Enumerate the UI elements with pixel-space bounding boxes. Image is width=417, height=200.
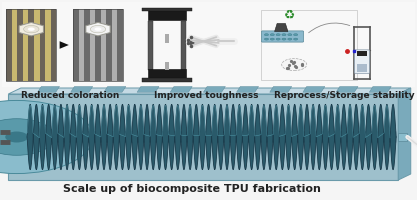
Bar xyxy=(6,9,12,81)
Circle shape xyxy=(270,34,274,36)
Circle shape xyxy=(282,59,307,71)
Circle shape xyxy=(276,34,280,36)
Circle shape xyxy=(288,34,292,36)
Bar xyxy=(23,9,28,81)
Polygon shape xyxy=(137,86,159,92)
Bar xyxy=(112,9,118,81)
Text: ♻: ♻ xyxy=(284,8,295,21)
Polygon shape xyxy=(274,23,288,31)
Circle shape xyxy=(264,34,269,36)
Bar xyxy=(357,51,367,56)
Polygon shape xyxy=(71,86,93,92)
Bar xyxy=(106,9,112,81)
Polygon shape xyxy=(303,86,325,92)
Circle shape xyxy=(276,38,280,40)
Text: Reduced coloration: Reduced coloration xyxy=(21,91,119,100)
Circle shape xyxy=(0,119,55,155)
Bar xyxy=(181,21,186,70)
Bar xyxy=(357,64,367,72)
Polygon shape xyxy=(336,86,358,92)
Bar xyxy=(45,9,51,81)
Bar xyxy=(398,133,407,141)
Bar xyxy=(148,69,186,80)
Polygon shape xyxy=(104,86,126,92)
Bar xyxy=(165,62,169,70)
Text: Reprocess/Storage stability: Reprocess/Storage stability xyxy=(274,91,414,100)
Bar xyxy=(18,9,23,81)
Circle shape xyxy=(28,27,35,31)
Bar xyxy=(118,9,123,81)
Polygon shape xyxy=(86,22,110,36)
Polygon shape xyxy=(19,22,43,36)
FancyBboxPatch shape xyxy=(261,31,304,42)
Circle shape xyxy=(294,34,298,36)
Polygon shape xyxy=(398,88,411,180)
Polygon shape xyxy=(236,86,259,92)
Bar xyxy=(6,9,56,81)
Circle shape xyxy=(270,38,274,40)
Circle shape xyxy=(264,38,269,40)
Bar xyxy=(142,8,192,11)
Bar xyxy=(165,34,169,43)
Bar xyxy=(148,21,153,70)
Bar xyxy=(6,9,56,81)
Bar xyxy=(261,10,357,80)
Text: Improved toughness: Improved toughness xyxy=(154,91,259,100)
Bar xyxy=(12,9,18,81)
Polygon shape xyxy=(203,86,225,92)
Bar xyxy=(73,9,78,81)
Bar xyxy=(34,9,40,81)
Bar xyxy=(2,2,415,87)
Bar xyxy=(73,9,123,81)
Bar xyxy=(78,9,84,81)
Circle shape xyxy=(95,27,101,31)
Circle shape xyxy=(282,34,286,36)
Polygon shape xyxy=(270,86,292,92)
Polygon shape xyxy=(38,86,60,92)
Bar xyxy=(73,9,123,81)
Polygon shape xyxy=(8,88,411,94)
Bar xyxy=(90,9,95,81)
Bar xyxy=(28,9,34,81)
Circle shape xyxy=(0,100,93,174)
Circle shape xyxy=(24,25,39,33)
Bar xyxy=(8,94,398,180)
Bar xyxy=(95,9,101,81)
Polygon shape xyxy=(170,86,192,92)
Circle shape xyxy=(90,25,106,33)
FancyBboxPatch shape xyxy=(354,50,369,74)
Bar xyxy=(142,78,192,82)
Circle shape xyxy=(294,38,298,40)
Bar xyxy=(101,9,106,81)
Circle shape xyxy=(282,38,286,40)
Bar xyxy=(40,9,45,81)
Bar xyxy=(51,9,56,81)
Polygon shape xyxy=(369,86,391,92)
Text: Scale up of biocomposite TPU fabrication: Scale up of biocomposite TPU fabrication xyxy=(63,184,321,194)
Bar xyxy=(84,9,90,81)
Circle shape xyxy=(288,38,292,40)
Bar xyxy=(148,9,186,20)
Circle shape xyxy=(5,132,28,142)
Polygon shape xyxy=(60,41,69,49)
